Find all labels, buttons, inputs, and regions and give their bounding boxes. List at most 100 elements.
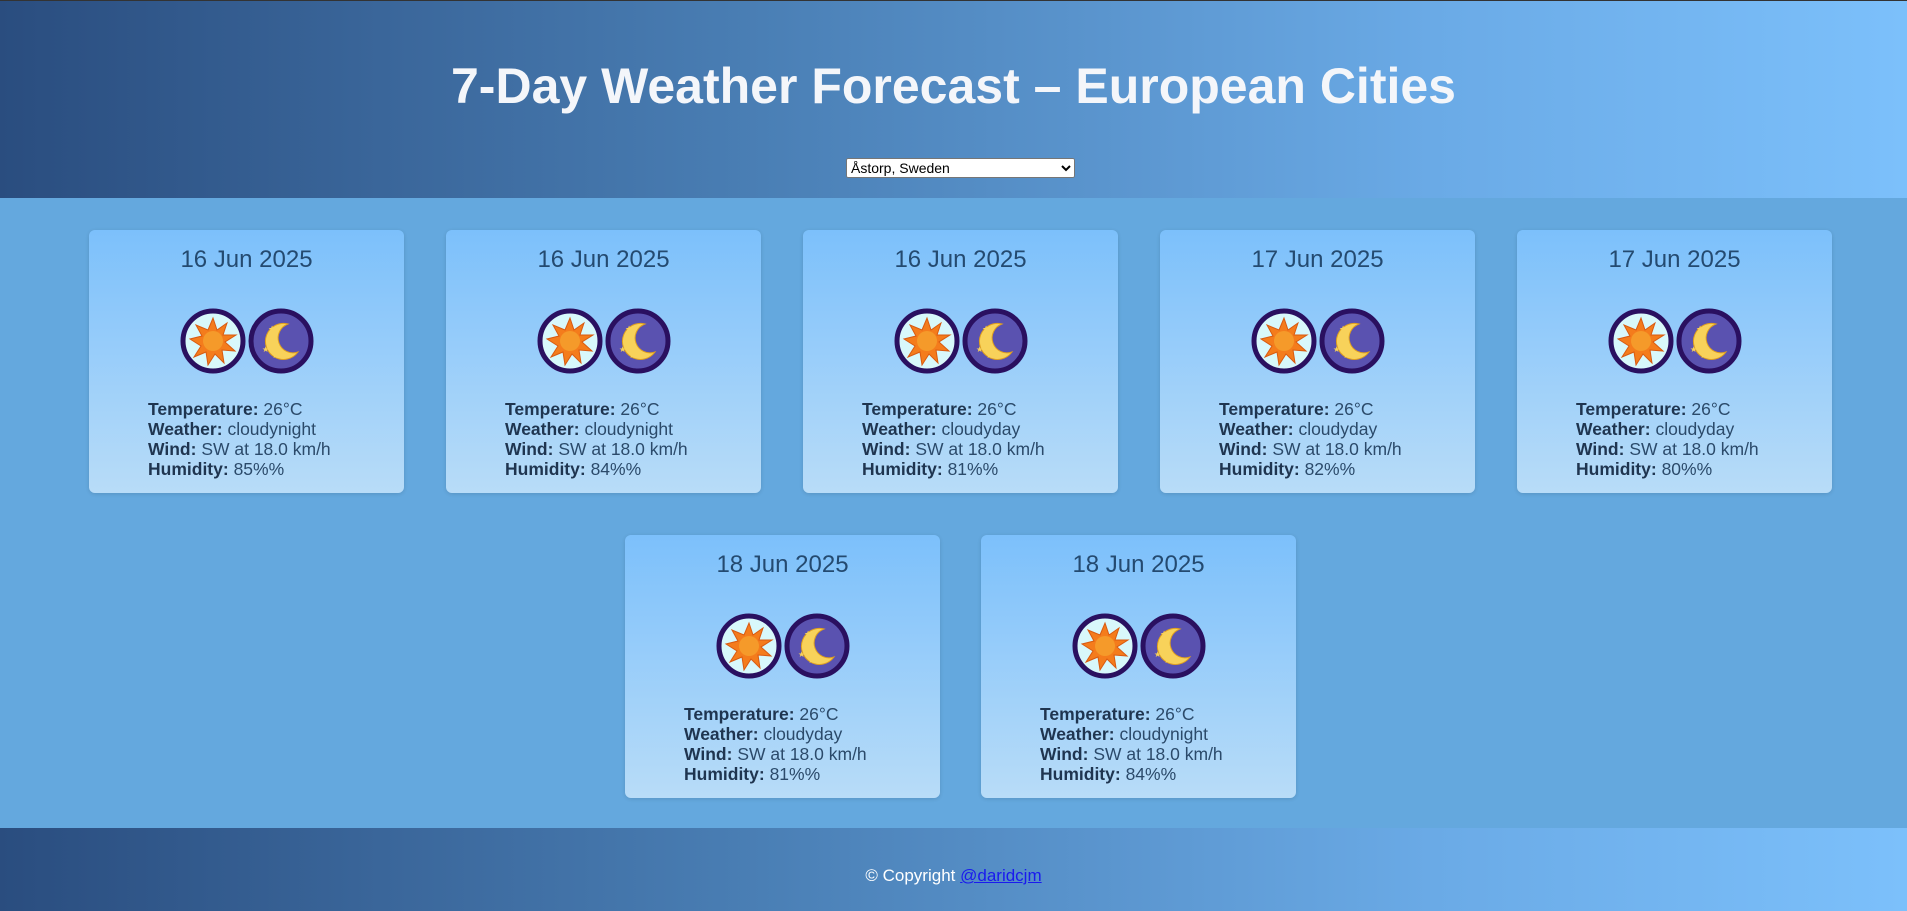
detail-row: Weather: cloudynight <box>148 419 331 439</box>
sun-icon <box>1072 613 1137 679</box>
svg-text:★: ★ <box>1160 629 1168 639</box>
detail-row: Weather: cloudynight <box>1040 724 1223 744</box>
card-date: 17 Jun 2025 <box>1251 246 1384 273</box>
detail-label: Humidity: <box>862 459 943 479</box>
author-link[interactable]: @daridcjm <box>960 866 1042 885</box>
forecast-card: 18 Jun 2025 ★ ★ ★ Temperature: 26°C Weather: … <box>625 535 940 798</box>
svg-text:★: ★ <box>1164 657 1170 665</box>
detail-label: Weather: <box>1219 419 1294 439</box>
weather-icons: ★ ★ ★ <box>446 308 761 379</box>
detail-value: 26°C <box>799 704 839 724</box>
detail-row: Wind: SW at 18.0 km/h <box>684 744 867 764</box>
card-details: Temperature: 26°C Weather: cloudyday Wind:… <box>684 704 867 784</box>
svg-text:★: ★ <box>1339 324 1347 334</box>
detail-label: Weather: <box>1040 724 1115 744</box>
detail-row: Temperature: 26°C <box>684 704 867 724</box>
svg-text:★: ★ <box>629 352 635 360</box>
detail-label: Humidity: <box>1040 764 1121 784</box>
detail-label: Humidity: <box>1219 459 1300 479</box>
card-details: Temperature: 26°C Weather: cloudyday Wind:… <box>862 399 1045 479</box>
detail-row: Wind: SW at 18.0 km/h <box>1576 439 1759 459</box>
detail-row: Weather: cloudynight <box>505 419 688 439</box>
card-details: Temperature: 26°C Weather: cloudyday Wind:… <box>1219 399 1402 479</box>
detail-label: Weather: <box>1576 419 1651 439</box>
detail-value: cloudyday <box>941 419 1021 439</box>
detail-row: Humidity: 80%% <box>1576 459 1759 479</box>
svg-text:★: ★ <box>1343 352 1349 360</box>
card-date: 16 Jun 2025 <box>180 246 313 273</box>
detail-value: SW at 18.0 km/h <box>1272 439 1402 459</box>
weather-icons: ★ ★ ★ <box>1517 308 1832 379</box>
detail-label: Humidity: <box>1576 459 1657 479</box>
forecast-card: 16 Jun 2025 ★ ★ ★ Temperature: 26°C Weather: … <box>446 230 761 493</box>
svg-text:★: ★ <box>625 324 633 334</box>
detail-value: cloudynight <box>227 419 316 439</box>
weather-icons: ★ ★ ★ <box>89 308 404 379</box>
card-details: Temperature: 26°C Weather: cloudynight Win… <box>505 399 688 479</box>
svg-text:★: ★ <box>798 650 805 659</box>
detail-value: SW at 18.0 km/h <box>558 439 688 459</box>
detail-row: Temperature: 26°C <box>1040 704 1223 724</box>
detail-row: Humidity: 82%% <box>1219 459 1402 479</box>
detail-row: Humidity: 84%% <box>505 459 688 479</box>
city-select[interactable]: Åstorp, Sweden <box>846 158 1075 178</box>
svg-text:★: ★ <box>804 629 812 639</box>
svg-text:★: ★ <box>262 345 269 354</box>
card-date: 18 Jun 2025 <box>716 551 849 578</box>
detail-row: Humidity: 84%% <box>1040 764 1223 784</box>
moon-icon: ★★★ <box>248 308 313 374</box>
footer-text: © Copyright @daridcjm <box>0 866 1907 886</box>
moon-icon: ★★★ <box>784 613 849 679</box>
detail-value: SW at 18.0 km/h <box>1093 744 1223 764</box>
moon-icon: ★★★ <box>1676 308 1741 374</box>
detail-label: Temperature: <box>684 704 795 724</box>
detail-value: 84%% <box>1125 764 1177 784</box>
detail-label: Temperature: <box>1219 399 1330 419</box>
moon-icon: ★★★ <box>1319 308 1384 374</box>
detail-row: Weather: cloudyday <box>862 419 1045 439</box>
sun-icon <box>537 308 602 374</box>
footer: © Copyright @daridcjm <box>0 828 1907 911</box>
detail-row: Temperature: 26°C <box>505 399 688 419</box>
svg-text:★: ★ <box>1696 324 1704 334</box>
svg-text:★: ★ <box>619 345 626 354</box>
detail-row: Wind: SW at 18.0 km/h <box>505 439 688 459</box>
detail-label: Temperature: <box>1576 399 1687 419</box>
detail-label: Temperature: <box>1040 704 1151 724</box>
detail-label: Humidity: <box>505 459 586 479</box>
forecast-card: 18 Jun 2025 ★ ★ ★ Temperature: 26°C Weather: … <box>981 535 1296 798</box>
forecast-card: 16 Jun 2025 ★ ★ ★ Temperature: 26°C Weather: … <box>803 230 1118 493</box>
detail-label: Wind: <box>505 439 554 459</box>
detail-row: Weather: cloudyday <box>684 724 867 744</box>
sun-icon <box>1251 308 1316 374</box>
detail-value: 84%% <box>590 459 642 479</box>
card-date: 18 Jun 2025 <box>1072 551 1205 578</box>
weather-icons: ★ ★ ★ <box>625 613 940 684</box>
card-details: Temperature: 26°C Weather: cloudynight Win… <box>148 399 331 479</box>
detail-row: Wind: SW at 18.0 km/h <box>1040 744 1223 764</box>
detail-value: 26°C <box>1155 704 1195 724</box>
svg-text:★: ★ <box>268 324 276 334</box>
weather-icons: ★ ★ ★ <box>981 613 1296 684</box>
detail-row: Temperature: 26°C <box>862 399 1045 419</box>
card-date: 17 Jun 2025 <box>1608 246 1741 273</box>
page-title: 7-Day Weather Forecast – European Cities <box>451 58 1456 114</box>
svg-text:★: ★ <box>976 345 983 354</box>
detail-label: Temperature: <box>862 399 973 419</box>
detail-value: cloudynight <box>584 419 673 439</box>
copyright: © Copyright <box>865 866 956 885</box>
moon-icon: ★★★ <box>605 308 670 374</box>
card-details: Temperature: 26°C Weather: cloudynight Win… <box>1040 704 1223 784</box>
detail-label: Humidity: <box>148 459 229 479</box>
detail-label: Wind: <box>148 439 197 459</box>
detail-label: Weather: <box>148 419 223 439</box>
svg-text:★: ★ <box>986 352 992 360</box>
detail-value: cloudynight <box>1119 724 1208 744</box>
detail-row: Humidity: 85%% <box>148 459 331 479</box>
detail-value: SW at 18.0 km/h <box>1629 439 1759 459</box>
detail-row: Temperature: 26°C <box>1576 399 1759 419</box>
svg-text:★: ★ <box>1690 345 1697 354</box>
detail-label: Temperature: <box>505 399 616 419</box>
detail-value: cloudyday <box>1655 419 1735 439</box>
